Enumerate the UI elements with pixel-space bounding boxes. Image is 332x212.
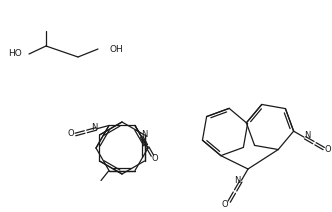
Text: N: N <box>91 123 98 132</box>
Text: N: N <box>141 130 147 139</box>
Text: N: N <box>234 176 241 185</box>
Text: O: O <box>152 154 158 163</box>
Text: N: N <box>304 131 310 140</box>
Text: O: O <box>68 129 75 138</box>
Text: HO: HO <box>8 49 22 59</box>
Text: O: O <box>221 200 228 209</box>
Text: O: O <box>324 145 331 154</box>
Text: OH: OH <box>109 45 123 53</box>
